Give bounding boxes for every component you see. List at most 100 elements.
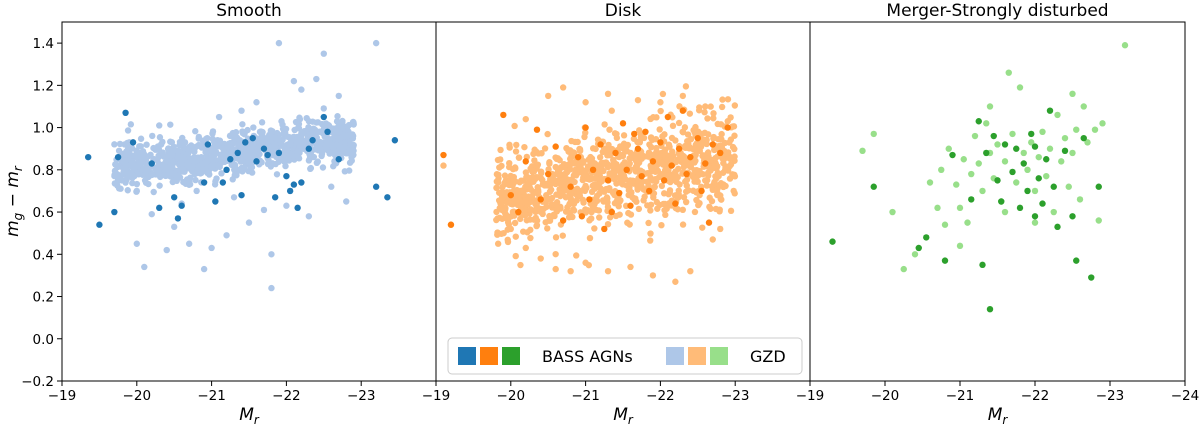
bass-agn-point (290, 181, 298, 188)
gzd-point (710, 163, 718, 171)
gzd-point (679, 92, 687, 100)
x-tick-label: −22 (272, 388, 301, 404)
gzd-point (526, 216, 534, 223)
bass-agn-point (96, 221, 103, 228)
gzd-point (725, 149, 732, 156)
x-tick-label: −21 (197, 388, 226, 404)
gzd-point (349, 131, 356, 138)
gzd-point (633, 198, 640, 205)
gzd-point (320, 105, 327, 112)
gzd-point (111, 167, 119, 175)
bass-agn-point (1016, 204, 1024, 212)
gzd-point (539, 210, 546, 218)
gzd-point (604, 90, 612, 98)
panel-3: Merger-Strongly disturbed −19 −20 −21 −22 −23… (796, 1, 1200, 427)
gzd-point (527, 165, 534, 172)
points (440, 83, 739, 285)
gzd-point (347, 141, 354, 148)
gzd-point (1043, 172, 1050, 180)
gzd-point (606, 151, 614, 159)
gzd-point (623, 143, 630, 150)
bass-agn-point (601, 225, 608, 233)
gzd-point (579, 196, 587, 204)
gzd-point (152, 166, 160, 173)
gzd-point (179, 165, 186, 172)
gzd-point (637, 182, 644, 189)
gzd-point (716, 181, 723, 189)
gzd-point (209, 130, 216, 137)
gzd-point (273, 171, 281, 178)
bass-agn-point (578, 213, 586, 220)
gzd-point (693, 196, 700, 204)
gzd-point (156, 134, 164, 141)
gzd-point (512, 233, 519, 240)
x-tick-label: −22 (646, 388, 675, 404)
gzd-point (154, 146, 162, 153)
gzd-point (171, 223, 178, 231)
gzd-point (1084, 139, 1091, 146)
gzd-point (522, 244, 529, 252)
bass-agn-point (1095, 183, 1102, 190)
gzd-point (192, 128, 199, 135)
gzd-point (710, 110, 717, 117)
gzd-point (500, 229, 507, 237)
gzd-point (537, 255, 544, 262)
bass-agn-point (286, 187, 294, 195)
gzd-point (135, 171, 142, 178)
gzd-point (148, 210, 155, 218)
gzd-point (265, 142, 272, 150)
gzd-point (647, 230, 654, 237)
y-tick-label: 0.6 (33, 205, 54, 221)
bass-agn-point (515, 208, 522, 216)
gzd-point (683, 176, 691, 183)
gzd-point (313, 119, 320, 126)
gzd-point (722, 163, 729, 171)
bass-agn-point (915, 244, 922, 252)
gzd-point (246, 146, 254, 153)
gzd-point (1121, 42, 1129, 49)
gzd-point (567, 166, 574, 173)
x-tick-label: −24 (1171, 388, 1200, 404)
gzd-point (585, 156, 592, 163)
x-tick-label: −19 (796, 388, 825, 404)
gzd-point (605, 141, 612, 149)
gzd-point (541, 145, 549, 152)
gzd-point (335, 123, 342, 131)
gzd-point (515, 154, 523, 161)
bass-agn-point (1024, 187, 1031, 195)
gzd-point (524, 179, 531, 187)
gzd-point (568, 137, 575, 145)
gzd-point (613, 130, 620, 138)
gzd-point (546, 160, 553, 167)
bass-agn-point (1069, 213, 1076, 220)
gzd-point (572, 169, 579, 177)
gzd-point (666, 188, 673, 196)
gzd-point (722, 182, 729, 190)
bass-agn-point (582, 124, 589, 131)
gzd-point (646, 141, 653, 148)
bass-agn-point (522, 158, 529, 165)
gzd-point (294, 148, 301, 155)
gzd-point (718, 196, 725, 203)
bass-agn-point (148, 160, 155, 167)
gzd-point (606, 126, 613, 133)
gzd-point (559, 232, 566, 239)
gzd-point (231, 171, 239, 179)
gzd-point (267, 163, 275, 170)
gzd-point (662, 146, 669, 153)
gzd-point (541, 182, 548, 189)
gzd-point (660, 200, 667, 208)
gzd-point (268, 284, 275, 292)
gzd-point (870, 130, 877, 138)
gzd-point (653, 162, 661, 169)
gzd-point (124, 127, 132, 134)
gzd-point (626, 155, 633, 162)
gzd-point (230, 139, 238, 147)
gzd-point (280, 154, 287, 162)
gzd-point (268, 251, 275, 258)
gzd-point (546, 188, 554, 195)
bass-agn-point (253, 158, 260, 165)
bass-agn-point (975, 118, 982, 125)
bass-agn-point (586, 196, 593, 203)
